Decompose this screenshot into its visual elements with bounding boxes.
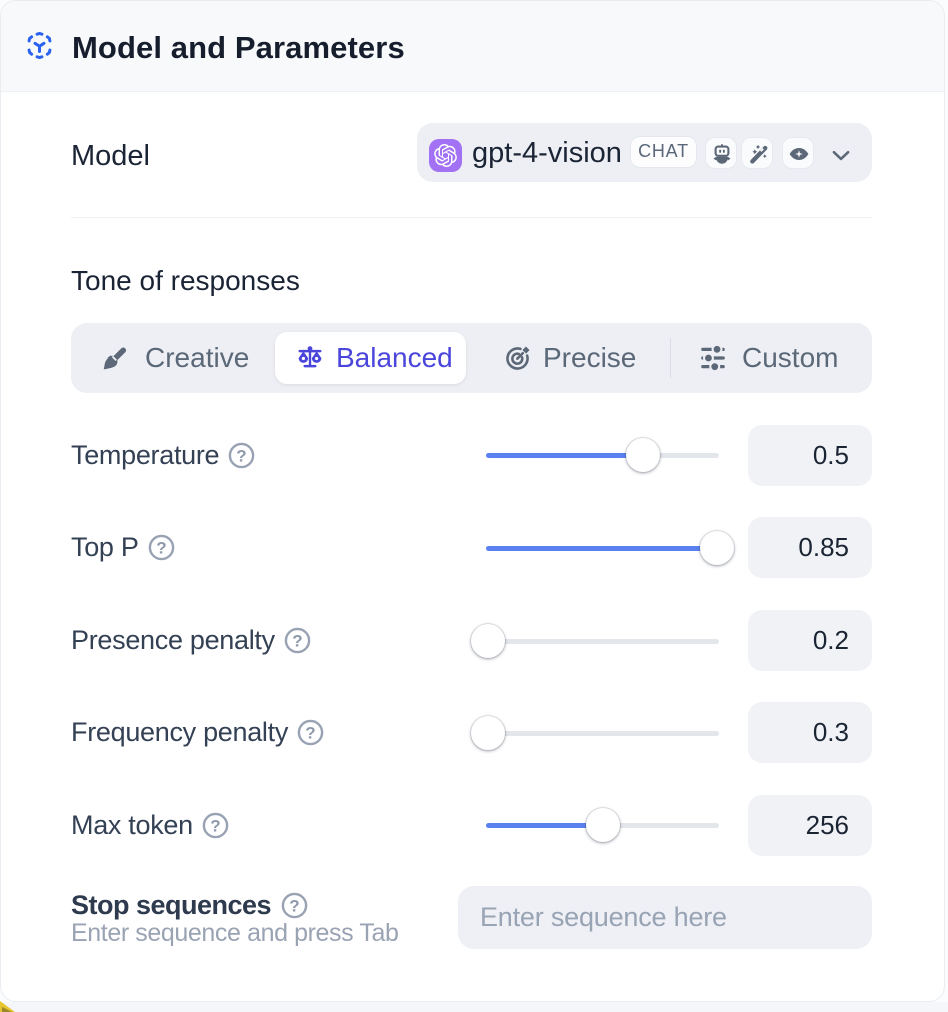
- svg-text:?: ?: [156, 538, 166, 557]
- svg-text:?: ?: [210, 816, 220, 835]
- svg-text:?: ?: [292, 631, 302, 650]
- svg-text:?: ?: [305, 723, 315, 742]
- svg-text:?: ?: [237, 446, 247, 465]
- svg-text:?: ?: [289, 897, 299, 916]
